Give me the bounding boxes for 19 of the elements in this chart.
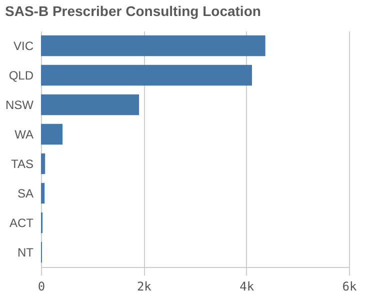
x-tick-label: 6k [342, 280, 358, 294]
bar [41, 94, 140, 116]
bar [41, 64, 252, 86]
y-tick-label: NT [18, 245, 34, 260]
y-tick-label: SA [17, 186, 34, 200]
y-tick-label: ACT [10, 216, 34, 230]
bar [41, 182, 45, 204]
y-tick-label: NSW [6, 98, 34, 112]
y-tick-label: VIC [13, 38, 34, 53]
y-tick-label: WA [14, 127, 34, 142]
y-tick-label: QLD [8, 68, 34, 82]
x-tick-label: 4k [240, 280, 255, 294]
y-tick-label: TAS [11, 156, 34, 171]
x-tick-label: 2k [136, 280, 152, 294]
bar [41, 35, 266, 56]
bar [41, 153, 46, 174]
x-tick-label: 0 [38, 280, 46, 294]
bar [41, 124, 63, 145]
chart-title: SAS-B Prescriber Consulting Location [5, 3, 261, 19]
